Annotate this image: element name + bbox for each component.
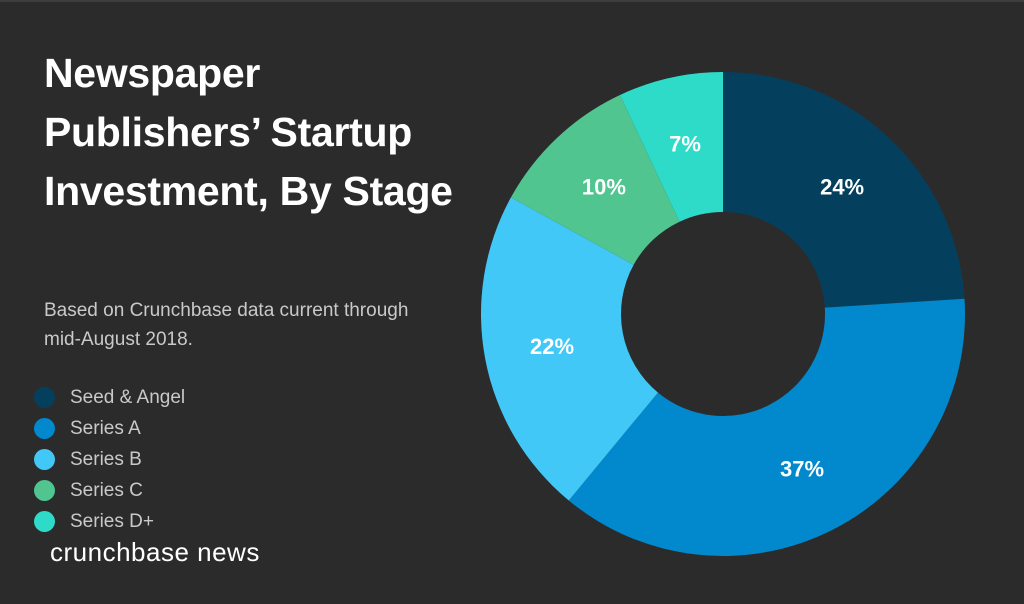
legend-item: Series D+ xyxy=(34,506,185,537)
legend-swatch xyxy=(34,480,55,501)
donut-slice-1 xyxy=(723,72,965,308)
legend-label: Series C xyxy=(70,479,143,501)
legend: Seed & Angel Series A Series B Series C … xyxy=(34,382,185,537)
legend-item: Series B xyxy=(34,444,185,475)
legend-item: Seed & Angel xyxy=(34,382,185,413)
legend-label: Series D+ xyxy=(70,510,154,532)
donut-slice-5 xyxy=(619,72,723,222)
slice-value-label: 22% xyxy=(530,334,574,359)
legend-swatch xyxy=(34,418,55,439)
slice-value-label: 24% xyxy=(820,175,864,200)
legend-swatch xyxy=(34,449,55,470)
chart-title: Newspaper Publishers’ Startup Investment… xyxy=(44,50,453,214)
chart-subtitle: Based on Crunchbase data current through… xyxy=(44,300,409,350)
brand-logo: crunchbase news xyxy=(50,537,260,567)
legend-label: Series B xyxy=(70,448,142,470)
legend-label: Series A xyxy=(70,417,141,439)
legend-swatch xyxy=(34,387,55,408)
legend-item: Series C xyxy=(34,475,185,506)
legend-label: Seed & Angel xyxy=(70,386,186,408)
slice-value-label: 10% xyxy=(582,175,626,200)
donut-slice-3 xyxy=(480,197,658,501)
legend-item: Series A xyxy=(34,413,185,444)
donut-slice-2 xyxy=(568,298,965,556)
slice-value-label: 7% xyxy=(669,132,701,157)
legend-swatch xyxy=(34,511,55,532)
slice-value-label: 37% xyxy=(780,457,824,482)
donut-slice-4 xyxy=(510,95,680,265)
